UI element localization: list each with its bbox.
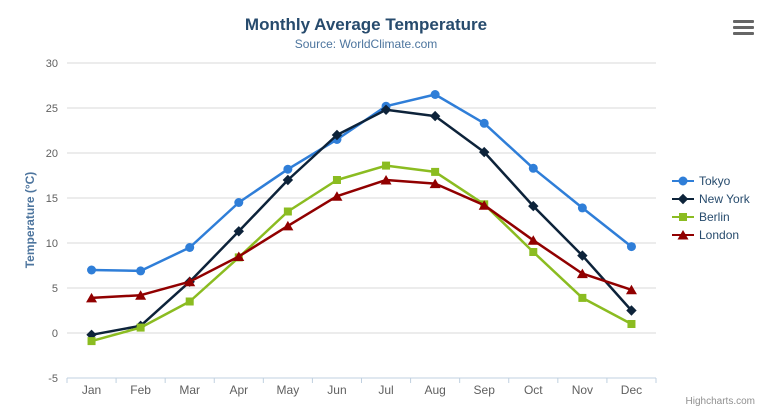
series-line-tokyo	[90, 93, 633, 273]
point-tokyo-nov[interactable]	[577, 203, 587, 213]
point-london-feb[interactable]	[135, 290, 147, 300]
legend-symbol	[677, 193, 689, 205]
y-axis-label: 30	[46, 58, 58, 70]
y-axis-label: -5	[48, 373, 58, 385]
chart-title: Monthly Average Temperature	[244, 15, 488, 34]
y-axis-label: 0	[52, 328, 58, 340]
point-new-york-dec[interactable]	[626, 305, 637, 316]
point-new-york-nov[interactable]	[577, 250, 588, 261]
legend-item-new-york[interactable]: New York	[672, 192, 750, 206]
credits-link[interactable]: Highcharts.com	[685, 396, 755, 407]
x-axis-label: Aug	[424, 383, 445, 397]
y-axis-label: 5	[52, 283, 58, 295]
point-london-dec[interactable]	[625, 284, 637, 295]
point-tokyo-sep[interactable]	[479, 118, 489, 128]
point-new-york-jun[interactable]	[331, 129, 343, 141]
legend-marker-triangle-icon	[672, 230, 694, 240]
point-berlin-jul[interactable]	[382, 161, 391, 170]
y-axis-label: 10	[46, 238, 58, 250]
legend-label: New York	[699, 192, 750, 206]
point-tokyo-dec[interactable]	[626, 242, 636, 252]
point-berlin-jan[interactable]	[87, 337, 96, 346]
series-line-new-york	[90, 108, 633, 337]
y-axis-title: Temperature (°C)	[23, 171, 37, 269]
point-london-nov[interactable]	[576, 268, 588, 279]
legend-symbol	[677, 230, 689, 240]
x-axis-label: Jan	[82, 383, 101, 397]
legend-item-berlin[interactable]: Berlin	[672, 210, 750, 224]
legend-item-london[interactable]: London	[672, 228, 750, 242]
x-axis-label: Dec	[621, 383, 642, 397]
point-berlin-may[interactable]	[283, 207, 292, 216]
y-axis-label: 15	[46, 193, 58, 205]
point-tokyo-jan[interactable]	[87, 265, 97, 275]
point-london-oct[interactable]	[527, 235, 539, 245]
legend-label: Berlin	[699, 210, 730, 224]
point-tokyo-apr[interactable]	[234, 198, 244, 207]
point-london-aug[interactable]	[429, 178, 441, 189]
x-axis-label: Nov	[572, 383, 593, 397]
point-berlin-nov[interactable]	[578, 293, 587, 302]
x-axis-label: May	[277, 383, 300, 397]
hamburger-icon	[733, 20, 754, 35]
point-london-jun[interactable]	[331, 191, 343, 201]
legend: Tokyo New York Berlin London	[672, 174, 750, 242]
legend-symbol	[678, 176, 688, 186]
point-london-sep[interactable]	[478, 200, 490, 210]
legend-marker-circle-icon	[672, 176, 694, 186]
legend-symbol	[679, 213, 687, 221]
y-axis-label: 25	[46, 103, 58, 115]
point-tokyo-mar[interactable]	[185, 243, 195, 252]
series-line-berlin	[90, 164, 633, 343]
export-menu-button[interactable]	[733, 20, 754, 35]
y-axis-label: 20	[46, 148, 58, 160]
chart-subtitle: Source: WorldClimate.com	[294, 37, 438, 51]
point-london-jul[interactable]	[380, 175, 392, 185]
point-berlin-dec[interactable]	[627, 320, 636, 328]
point-london-apr[interactable]	[233, 251, 245, 262]
point-berlin-jun[interactable]	[332, 176, 341, 184]
x-axis-label: Apr	[229, 383, 248, 397]
point-tokyo-feb[interactable]	[136, 266, 146, 276]
series-line-london	[90, 178, 633, 300]
point-london-may[interactable]	[282, 220, 294, 231]
legend-label: London	[699, 228, 740, 242]
point-berlin-oct[interactable]	[529, 248, 538, 256]
point-london-jan[interactable]	[86, 292, 98, 303]
x-axis-label: Sep	[474, 383, 496, 397]
point-berlin-feb[interactable]	[136, 323, 145, 332]
point-tokyo-aug[interactable]	[430, 90, 440, 99]
point-new-york-apr[interactable]	[233, 226, 244, 237]
point-new-york-aug[interactable]	[429, 110, 441, 122]
x-axis-label: Feb	[130, 383, 151, 397]
legend-marker-square-icon	[672, 213, 694, 221]
point-new-york-may[interactable]	[282, 174, 294, 186]
x-axis-label: Jun	[327, 383, 346, 397]
point-new-york-sep[interactable]	[479, 146, 490, 158]
x-axis-label: Jul	[378, 383, 393, 397]
point-berlin-mar[interactable]	[185, 297, 194, 306]
legend-marker-diamond-icon	[672, 193, 694, 205]
point-tokyo-may[interactable]	[283, 164, 293, 174]
point-berlin-aug[interactable]	[431, 167, 440, 176]
point-new-york-jul[interactable]	[380, 104, 392, 115]
x-axis-label: Mar	[179, 383, 200, 397]
point-london-mar[interactable]	[184, 276, 196, 287]
legend-item-tokyo[interactable]: Tokyo	[672, 174, 750, 188]
point-tokyo-oct[interactable]	[528, 163, 538, 173]
point-new-york-oct[interactable]	[528, 200, 539, 212]
legend-label: Tokyo	[699, 174, 731, 188]
x-axis-label: Oct	[524, 383, 543, 397]
